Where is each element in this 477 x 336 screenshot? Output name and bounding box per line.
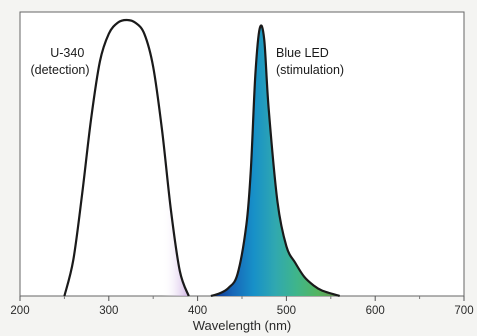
x-tick-label: 300 xyxy=(99,305,118,317)
blue-led-curve xyxy=(210,24,341,298)
x-axis: 200 300 400 500 600 700 xyxy=(10,296,474,317)
u340-annotation: U-340 (detection) xyxy=(30,46,89,77)
u340-annotation-line-1: U-340 xyxy=(50,46,84,60)
blue-led-annotation: Blue LED (stimulation) xyxy=(276,46,344,77)
blue-led-fill xyxy=(210,25,340,296)
blue-led-annotation-line-1: Blue LED xyxy=(276,46,329,60)
x-axis-title: Wavelength (nm) xyxy=(193,318,292,333)
u340-annotation-line-2: (detection) xyxy=(30,63,89,77)
x-tick-label: 400 xyxy=(188,305,207,317)
blue-led-annotation-line-2: (stimulation) xyxy=(276,63,344,77)
x-tick-label: 200 xyxy=(10,305,29,317)
x-tick-label: 500 xyxy=(277,305,296,317)
u340-curve xyxy=(63,18,190,297)
x-tick-label: 700 xyxy=(454,305,473,317)
x-tick-label: 600 xyxy=(366,305,385,317)
